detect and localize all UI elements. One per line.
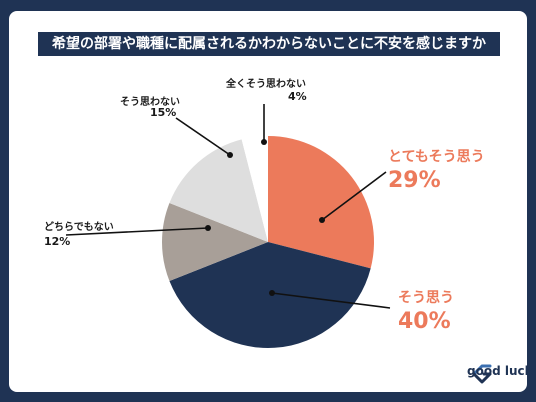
- value-agree: 40%: [398, 309, 451, 334]
- leader-agree-dot: [269, 290, 275, 296]
- leader-disagree: [175, 117, 231, 156]
- label-strongly-disagree: 全くそう思わない: [226, 79, 306, 90]
- chart-title-bar: 希望の部署や職種に配属されるかわからないことに不安を感じますか: [38, 32, 500, 56]
- brand-name: good luck: [467, 364, 533, 378]
- leader-neutral: [65, 227, 209, 236]
- label-agree: そう思う: [398, 290, 454, 306]
- leader-strongly-agree-dot: [319, 217, 325, 223]
- slice-strongly-agree: [268, 136, 374, 269]
- leader-strongly-disagree-dot: [261, 139, 267, 145]
- value-neutral: 12%: [44, 235, 71, 248]
- leader-disagree-dot: [227, 152, 233, 158]
- value-strongly-disagree: 4%: [288, 90, 307, 103]
- slice-disagree: [169, 139, 268, 242]
- label-disagree: そう思わない: [120, 97, 180, 108]
- value-disagree: 15%: [150, 106, 177, 119]
- label-strongly-agree: とてもそう思う: [388, 149, 485, 165]
- leader-neutral-dot: [205, 225, 211, 231]
- leader-strongly-agree: [321, 171, 387, 221]
- chart-title: 希望の部署や職種に配属されるかわからないことに不安を感じますか: [52, 36, 486, 52]
- leader-agree: [271, 292, 391, 309]
- value-strongly-agree: 29%: [388, 168, 441, 193]
- brand-logo-icon: [472, 364, 492, 384]
- label-neutral: どちらでもない: [44, 222, 114, 233]
- slice-strongly-disagree: [241, 136, 268, 242]
- slice-neutral: [161, 202, 268, 282]
